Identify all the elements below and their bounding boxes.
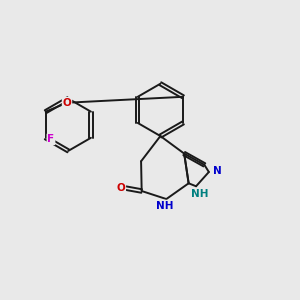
- Text: NH: NH: [156, 201, 174, 211]
- Text: NH: NH: [191, 189, 208, 199]
- Text: N: N: [213, 166, 221, 176]
- Text: O: O: [63, 98, 71, 108]
- Text: O: O: [116, 183, 125, 193]
- Text: F: F: [47, 134, 55, 144]
